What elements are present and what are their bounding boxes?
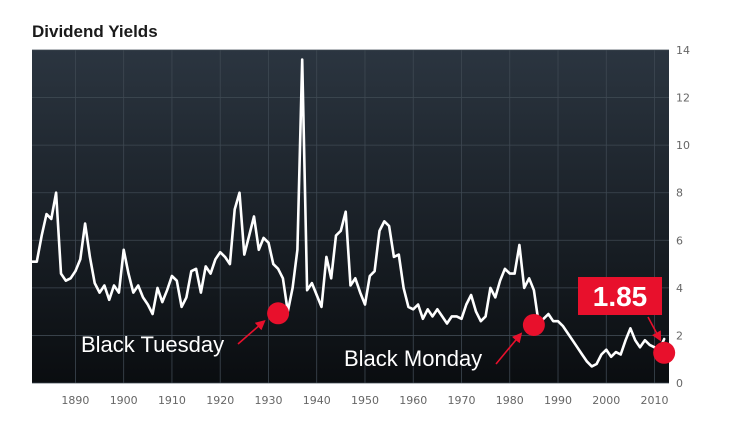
y-tick-label: 2 [676,329,683,342]
x-tick-label: 1900 [110,394,138,407]
x-tick-label: 2010 [641,394,669,407]
x-tick-label: 1950 [351,394,379,407]
black-monday-arrow [495,332,523,365]
black-tuesday-label: Black Tuesday [81,332,224,357]
current-value-box [578,277,662,315]
x-axis-ticks: 1890 1900 1910 1920 1930 1940 1950 1960 1970 1980… [61,394,668,407]
annotations: Black Tuesday Black Monday [81,302,545,371]
y-tick-label: 0 [676,377,683,390]
x-tick-label: 1910 [158,394,186,407]
y-tick-label: 10 [676,139,690,152]
callout: 1.85 [578,277,676,364]
x-tick-label: 2000 [592,394,620,407]
grid [32,49,669,384]
series-line [30,58,666,368]
y-tick-label: 4 [676,282,683,295]
black-tuesday-arrow [237,319,266,345]
black-monday-label: Black Monday [344,346,482,371]
x-tick-label: 1930 [254,394,282,407]
x-tick-label: 1960 [399,394,427,407]
chart-title: Dividend Yields [32,22,158,41]
black-monday-marker [522,313,545,336]
y-tick-label: 14 [676,44,690,57]
y-tick-label: 6 [676,234,683,247]
y-tick-label: 8 [676,187,683,200]
current-value-label: 1.85 [593,281,648,312]
y-axis-ticks: 0 2 4 6 8 10 12 14 [676,44,690,390]
black-tuesday-marker [267,302,290,325]
x-tick-label: 1970 [447,394,475,407]
x-tick-label: 1990 [544,394,572,407]
current-value-marker [653,341,676,364]
y-tick-label: 12 [676,92,690,105]
x-tick-label: 1980 [496,394,524,407]
x-tick-label: 1920 [206,394,234,407]
current-value-arrow [647,316,662,342]
x-tick-label: 1890 [61,394,89,407]
x-tick-label: 1940 [303,394,331,407]
